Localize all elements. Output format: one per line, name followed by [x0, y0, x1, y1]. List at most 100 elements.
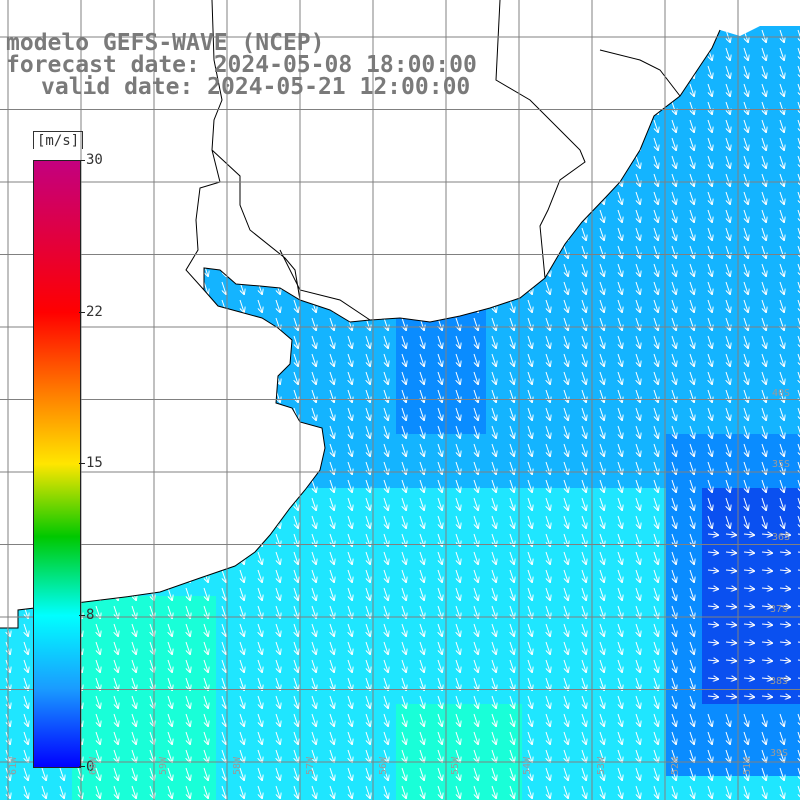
- wind-arrow: [491, 353, 496, 366]
- wind-arrow: [491, 29, 496, 42]
- wind-cell: [666, 542, 684, 560]
- wind-cell: [504, 650, 522, 668]
- wind-cell: [342, 380, 360, 398]
- wind-arrow: [797, 371, 800, 384]
- wind-cell: [234, 254, 252, 272]
- wind-cell: [180, 758, 198, 776]
- wind-cell: [612, 182, 630, 200]
- wind-cell: [126, 416, 144, 434]
- wind-arrow: [617, 353, 622, 366]
- wind-cell: [630, 74, 648, 92]
- wind-arrow: [275, 353, 280, 366]
- wind-cell: [558, 758, 576, 776]
- wind-cell: [180, 488, 198, 506]
- wind-cell: [270, 344, 288, 362]
- wind-arrow: [419, 335, 424, 348]
- wind-cell: [684, 416, 702, 434]
- wind-arrow: [257, 155, 262, 168]
- wind-arrow: [527, 245, 532, 258]
- wind-cell: [738, 506, 756, 524]
- wind-cell: [720, 38, 738, 56]
- wind-arrow: [653, 443, 658, 456]
- wind-arrow: [401, 407, 406, 420]
- wind-arrow: [617, 479, 622, 492]
- wind-arrow: [239, 425, 244, 438]
- wind-arrow: [113, 317, 118, 330]
- wind-cell: [144, 776, 162, 794]
- wind-cell: [774, 560, 792, 578]
- wind-arrow: [725, 317, 730, 330]
- wind-cell: [360, 272, 378, 290]
- wind-cell: [720, 452, 738, 470]
- wind-arrow: [635, 479, 640, 492]
- wind-cell: [360, 110, 378, 128]
- wind-arrow: [545, 173, 550, 186]
- wind-cell: [594, 488, 612, 506]
- wind-cell: [342, 218, 360, 236]
- wind-arrow: [653, 155, 658, 168]
- wind-cell: [198, 668, 216, 686]
- wind-cell: [324, 632, 342, 650]
- wind-cell: [720, 290, 738, 308]
- wind-arrow: [563, 191, 568, 204]
- wind-arrow: [365, 443, 370, 456]
- wind-cell: [468, 290, 486, 308]
- wind-cell: [684, 524, 702, 542]
- wind-cell: [324, 200, 342, 218]
- wind-arrow: [797, 263, 800, 276]
- wind-cell: [90, 650, 108, 668]
- wind-cell: [792, 560, 800, 578]
- wind-cell: [594, 416, 612, 434]
- wind-cell: [522, 560, 540, 578]
- wind-cell: [702, 254, 720, 272]
- wind-cell: [450, 128, 468, 146]
- wind-arrow: [689, 101, 694, 114]
- wind-arrow: [599, 29, 604, 42]
- wind-cell: [126, 128, 144, 146]
- wind-arrow: [167, 335, 172, 348]
- wind-cell: [486, 668, 504, 686]
- wind-cell: [702, 128, 720, 146]
- wind-arrow: [275, 119, 280, 132]
- wind-cell: [252, 668, 270, 686]
- wind-arrow: [95, 479, 100, 492]
- wind-cell: [558, 560, 576, 578]
- wind-cell: [414, 650, 432, 668]
- wind-cell: [486, 128, 504, 146]
- wind-cell: [450, 398, 468, 416]
- wind-arrow: [437, 479, 442, 492]
- lon-label: 51W: [742, 756, 753, 775]
- wind-cell: [774, 398, 792, 416]
- wind-cell: [630, 452, 648, 470]
- wind-arrow: [203, 407, 208, 420]
- wind-cell: [792, 200, 800, 218]
- wind-cell: [702, 308, 720, 326]
- wind-cell: [126, 578, 144, 596]
- wind-arrow: [743, 317, 748, 330]
- wind-arrow: [581, 173, 586, 186]
- wind-arrow: [149, 479, 154, 492]
- wind-arrow: [239, 227, 244, 240]
- wind-cell: [324, 128, 342, 146]
- wind-arrow: [599, 227, 604, 240]
- wind-cell: [540, 272, 558, 290]
- wind-cell: [666, 776, 684, 794]
- wind-cell: [216, 614, 234, 632]
- wind-cell: [630, 614, 648, 632]
- wind-cell: [468, 236, 486, 254]
- wind-arrow: [653, 497, 658, 510]
- wind-cell: [792, 668, 800, 686]
- wind-arrow: [311, 209, 316, 222]
- wind-cell: [162, 596, 180, 614]
- wind-cell: [216, 308, 234, 326]
- wind-arrow: [635, 407, 640, 420]
- wind-arrow: [203, 479, 208, 492]
- wind-cell: [414, 614, 432, 632]
- wind-cell: [198, 488, 216, 506]
- wind-arrow: [365, 497, 370, 510]
- wind-arrow: [743, 209, 748, 222]
- wind-arrow: [743, 353, 748, 366]
- wind-cell: [288, 686, 306, 704]
- wind-arrow: [599, 443, 604, 456]
- wind-cell: [540, 722, 558, 740]
